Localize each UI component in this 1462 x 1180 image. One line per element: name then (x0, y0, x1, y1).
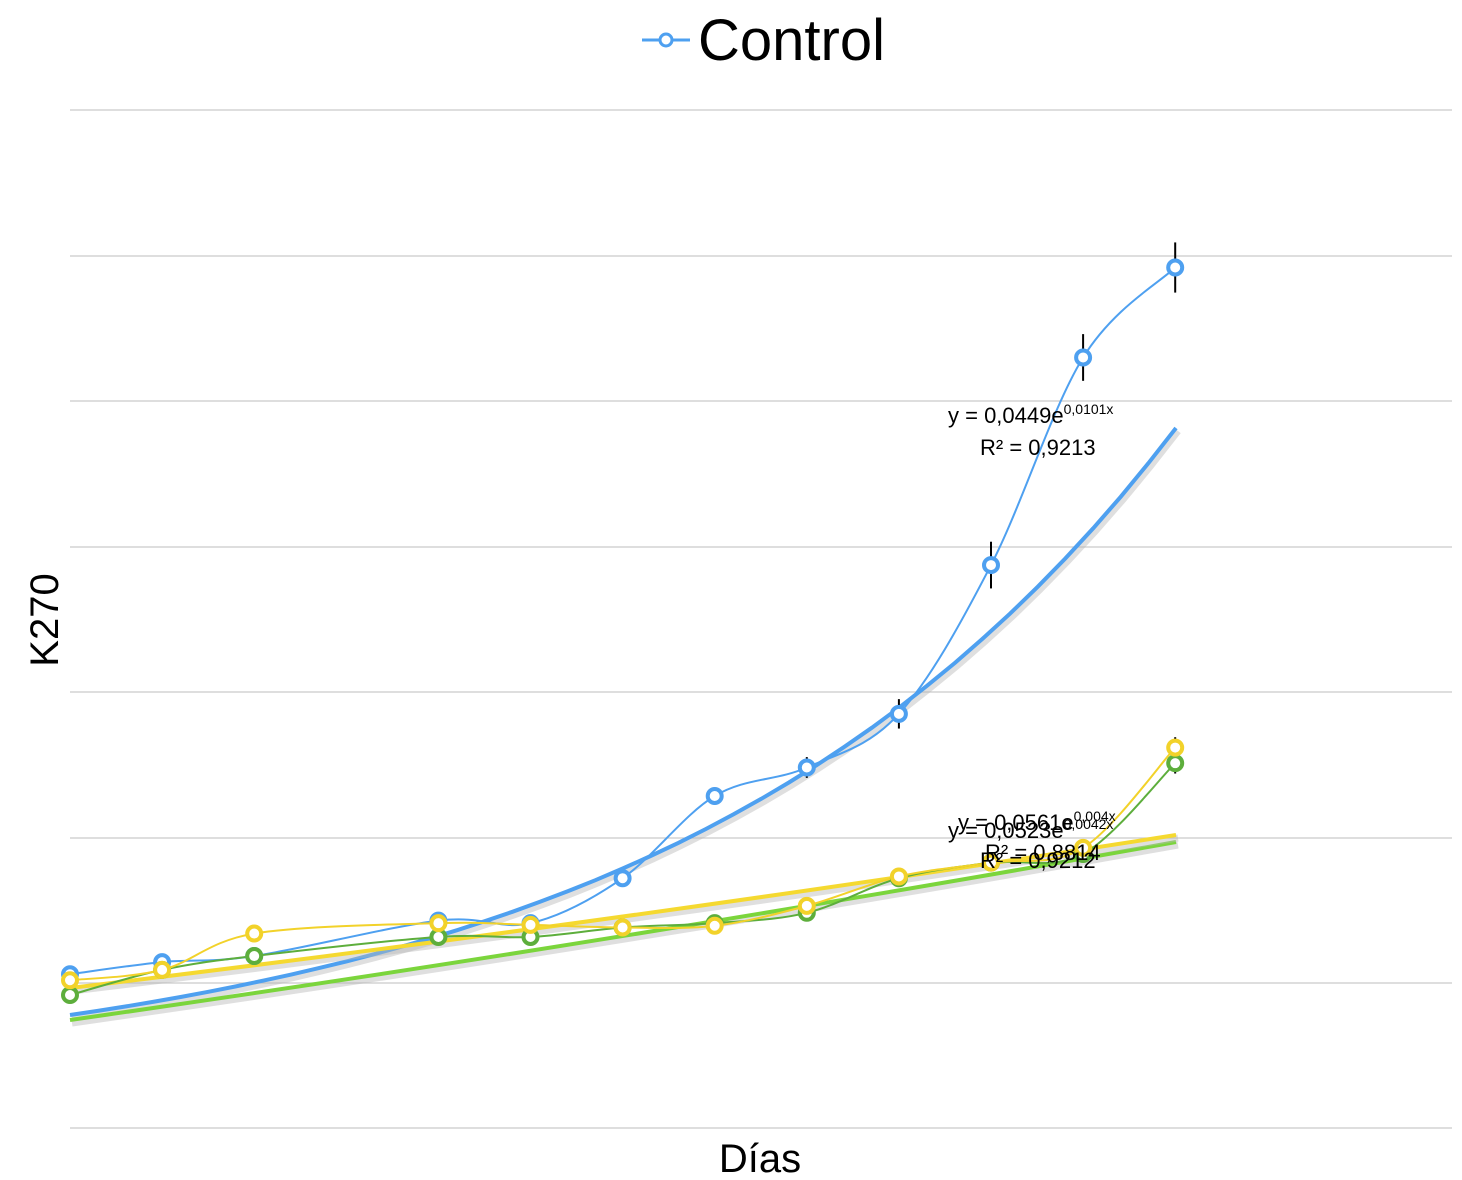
data-point-2-0 (61, 971, 79, 990)
x-axis-title: Días (719, 1137, 801, 1180)
data-point-2-4 (429, 914, 448, 933)
data-point-2-7 (705, 916, 724, 935)
trendline-2 (69, 833, 1177, 990)
data-point-1-2 (245, 947, 264, 966)
trend-equations: y = 0,0449e0,0101x R² = 0,9213 y = 0,0523e… (948, 401, 1116, 873)
data-point-2-12 (1166, 738, 1185, 757)
data-point-2-10 (982, 853, 1000, 872)
legend-marker (658, 32, 674, 48)
trend-equation-2: y = 0,0561e0,004x (958, 808, 1116, 835)
data-point-2-11 (1074, 838, 1093, 857)
data-point-0-8 (797, 758, 816, 777)
data-point-0-6 (613, 869, 632, 888)
trend-shadow-1 (71, 841, 1179, 1027)
error-bars (621, 242, 1177, 886)
data-point-0-11 (1074, 348, 1093, 367)
legend: Control (642, 8, 885, 73)
trend-equation-1: y = 0,0523e0,0042x (948, 816, 1113, 843)
gridlines (70, 109, 1452, 1129)
data-point-0-12 (1166, 258, 1185, 277)
trendline-0 (69, 426, 1178, 1017)
data-point-2-6 (613, 918, 632, 937)
data-point-2-9 (889, 867, 908, 886)
legend-entry: Control (698, 8, 885, 73)
trend-equation-0: y = 0,0449e0,0101x (948, 401, 1113, 428)
data-point-2-2 (245, 924, 264, 943)
trend-r2-2: R² = 0,8814 (985, 840, 1101, 865)
data-point-2-5 (521, 915, 540, 934)
trend-r2-0: R² = 0,9213 (980, 435, 1096, 460)
y-axis-title: K270 (23, 573, 67, 666)
data-point-2-8 (797, 896, 816, 915)
data-point-2-1 (153, 960, 172, 979)
data-point-0-9 (889, 704, 908, 723)
data-point-0-7 (705, 787, 724, 806)
trend-r2-1: R² = 0,9212 (980, 848, 1096, 873)
data-point-1-0 (61, 985, 79, 1004)
series-markers (61, 258, 1185, 1004)
data-point-0-10 (982, 556, 1000, 575)
data-point-1-12 (1166, 754, 1185, 773)
series-line-2 (69, 746, 1176, 982)
